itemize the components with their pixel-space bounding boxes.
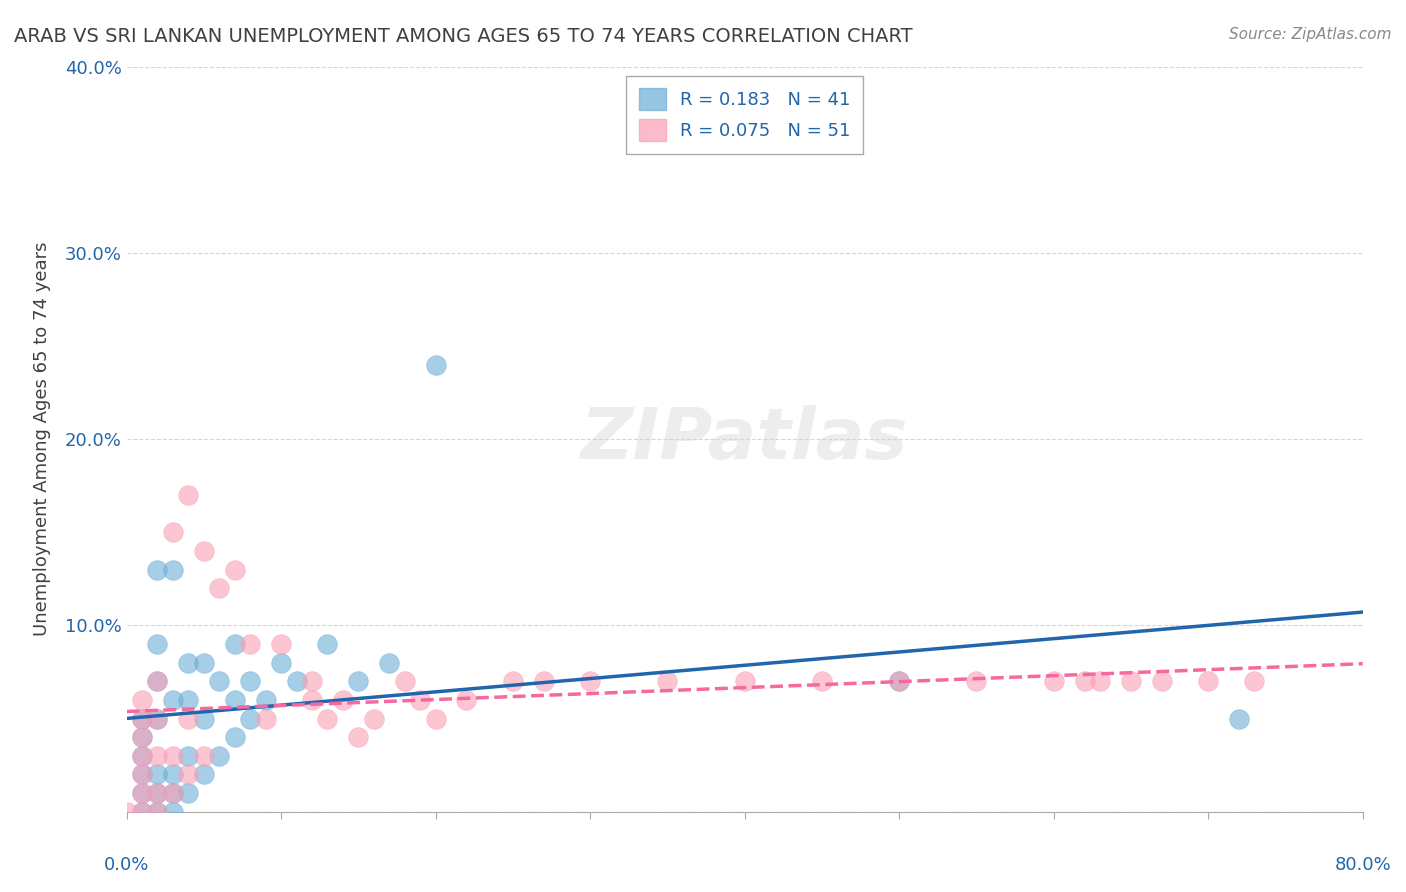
Sri Lankans xyxy=(131,805,153,819)
Arabs xyxy=(146,637,169,651)
Arabs xyxy=(177,748,200,763)
Sri Lankans xyxy=(363,712,385,726)
Sri Lankans xyxy=(115,805,138,819)
Sri Lankans xyxy=(533,674,555,689)
Arabs xyxy=(162,563,184,577)
Sri Lankans xyxy=(131,712,153,726)
Arabs xyxy=(425,358,447,372)
Arabs xyxy=(162,786,184,800)
Text: Source: ZipAtlas.com: Source: ZipAtlas.com xyxy=(1229,27,1392,42)
Sri Lankans xyxy=(409,693,432,707)
Sri Lankans xyxy=(332,693,354,707)
Sri Lankans xyxy=(193,748,215,763)
Sri Lankans xyxy=(146,674,169,689)
Legend: R = 0.183   N = 41, R = 0.075   N = 51: R = 0.183 N = 41, R = 0.075 N = 51 xyxy=(626,76,863,154)
Text: ARAB VS SRI LANKAN UNEMPLOYMENT AMONG AGES 65 TO 74 YEARS CORRELATION CHART: ARAB VS SRI LANKAN UNEMPLOYMENT AMONG AG… xyxy=(14,27,912,45)
Sri Lankans xyxy=(1119,674,1142,689)
Arabs xyxy=(378,656,401,670)
Arabs xyxy=(208,748,231,763)
Sri Lankans xyxy=(131,748,153,763)
Sri Lankans xyxy=(394,674,416,689)
Sri Lankans xyxy=(239,637,262,651)
Arabs xyxy=(131,730,153,744)
Sri Lankans xyxy=(162,786,184,800)
Sri Lankans xyxy=(887,674,910,689)
Arabs xyxy=(270,656,292,670)
Y-axis label: Unemployment Among Ages 65 to 74 years: Unemployment Among Ages 65 to 74 years xyxy=(32,242,51,636)
Arabs xyxy=(146,767,169,781)
Sri Lankans xyxy=(347,730,370,744)
Sri Lankans xyxy=(162,525,184,540)
Text: ZIPatlas: ZIPatlas xyxy=(581,405,908,474)
Arabs xyxy=(146,563,169,577)
Sri Lankans xyxy=(208,581,231,595)
Arabs xyxy=(254,693,277,707)
Arabs xyxy=(285,674,308,689)
Sri Lankans xyxy=(734,674,756,689)
Sri Lankans xyxy=(1073,674,1095,689)
Arabs xyxy=(177,656,200,670)
Sri Lankans xyxy=(193,544,215,558)
Arabs xyxy=(239,712,262,726)
Arabs xyxy=(162,805,184,819)
Text: 80.0%: 80.0% xyxy=(1334,856,1391,874)
Sri Lankans xyxy=(579,674,602,689)
Sri Lankans xyxy=(146,786,169,800)
Sri Lankans xyxy=(177,767,200,781)
Sri Lankans xyxy=(177,488,200,502)
Arabs xyxy=(347,674,370,689)
Arabs xyxy=(146,805,169,819)
Sri Lankans xyxy=(965,674,987,689)
Arabs xyxy=(131,786,153,800)
Sri Lankans xyxy=(270,637,292,651)
Arabs xyxy=(146,712,169,726)
Sri Lankans xyxy=(131,693,153,707)
Arabs xyxy=(162,693,184,707)
Arabs xyxy=(131,748,153,763)
Sri Lankans xyxy=(1042,674,1064,689)
Arabs xyxy=(131,805,153,819)
Sri Lankans xyxy=(502,674,524,689)
Sri Lankans xyxy=(1243,674,1265,689)
Arabs xyxy=(193,656,215,670)
Sri Lankans xyxy=(301,674,323,689)
Sri Lankans xyxy=(131,767,153,781)
Arabs xyxy=(224,730,246,744)
Arabs xyxy=(177,693,200,707)
Arabs xyxy=(193,712,215,726)
Sri Lankans xyxy=(162,748,184,763)
Arabs xyxy=(224,637,246,651)
Sri Lankans xyxy=(131,786,153,800)
Arabs xyxy=(162,767,184,781)
Arabs xyxy=(239,674,262,689)
Arabs xyxy=(193,767,215,781)
Sri Lankans xyxy=(1088,674,1111,689)
Arabs xyxy=(224,693,246,707)
Sri Lankans xyxy=(1197,674,1219,689)
Sri Lankans xyxy=(224,563,246,577)
Arabs xyxy=(1227,712,1250,726)
Sri Lankans xyxy=(177,712,200,726)
Sri Lankans xyxy=(316,712,339,726)
Sri Lankans xyxy=(811,674,834,689)
Sri Lankans xyxy=(1150,674,1173,689)
Sri Lankans xyxy=(254,712,277,726)
Arabs xyxy=(146,674,169,689)
Sri Lankans xyxy=(146,712,169,726)
Sri Lankans xyxy=(456,693,478,707)
Arabs xyxy=(887,674,910,689)
Text: 0.0%: 0.0% xyxy=(104,856,149,874)
Sri Lankans xyxy=(131,730,153,744)
Sri Lankans xyxy=(146,805,169,819)
Arabs xyxy=(316,637,339,651)
Arabs xyxy=(208,674,231,689)
Sri Lankans xyxy=(425,712,447,726)
Arabs xyxy=(131,767,153,781)
Arabs xyxy=(131,712,153,726)
Sri Lankans xyxy=(301,693,323,707)
Sri Lankans xyxy=(146,748,169,763)
Arabs xyxy=(177,786,200,800)
Sri Lankans xyxy=(657,674,679,689)
Arabs xyxy=(146,786,169,800)
